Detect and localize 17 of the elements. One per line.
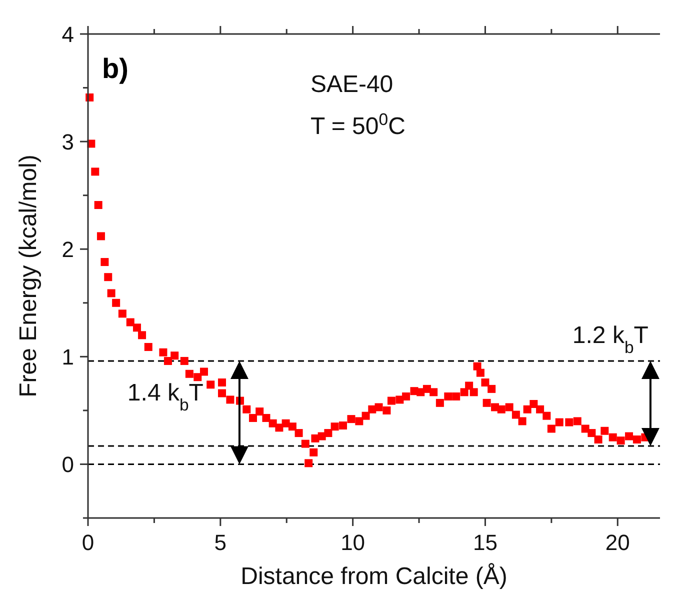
y-tick-label: 3 bbox=[62, 130, 74, 155]
annotation: 1.4 k$_{b}$T bbox=[127, 380, 204, 414]
y-tick-label: 2 bbox=[62, 237, 74, 262]
annotation: SAE-40 bbox=[310, 71, 394, 98]
y-tick-label: 1 bbox=[62, 344, 74, 370]
x-tick-label: 15 bbox=[472, 530, 498, 555]
y-tick-label: 0 bbox=[62, 452, 74, 478]
x-tick-label: 20 bbox=[605, 530, 630, 555]
x-axis-title: Distance from Calcite (Å) bbox=[240, 563, 508, 590]
x-tick-label: 5 bbox=[214, 530, 227, 555]
annotation: b) bbox=[102, 53, 128, 84]
x-tick-label: 0 bbox=[82, 530, 94, 555]
y-axis-title: Free Energy (kcal/mol) bbox=[15, 154, 42, 398]
annotation: 1.2 k$_{b}$T bbox=[572, 322, 649, 356]
y-tick-label: 4 bbox=[62, 22, 74, 47]
x-tick-label: 10 bbox=[340, 530, 366, 555]
annotation: T = 50$^{0}$C bbox=[310, 110, 406, 140]
